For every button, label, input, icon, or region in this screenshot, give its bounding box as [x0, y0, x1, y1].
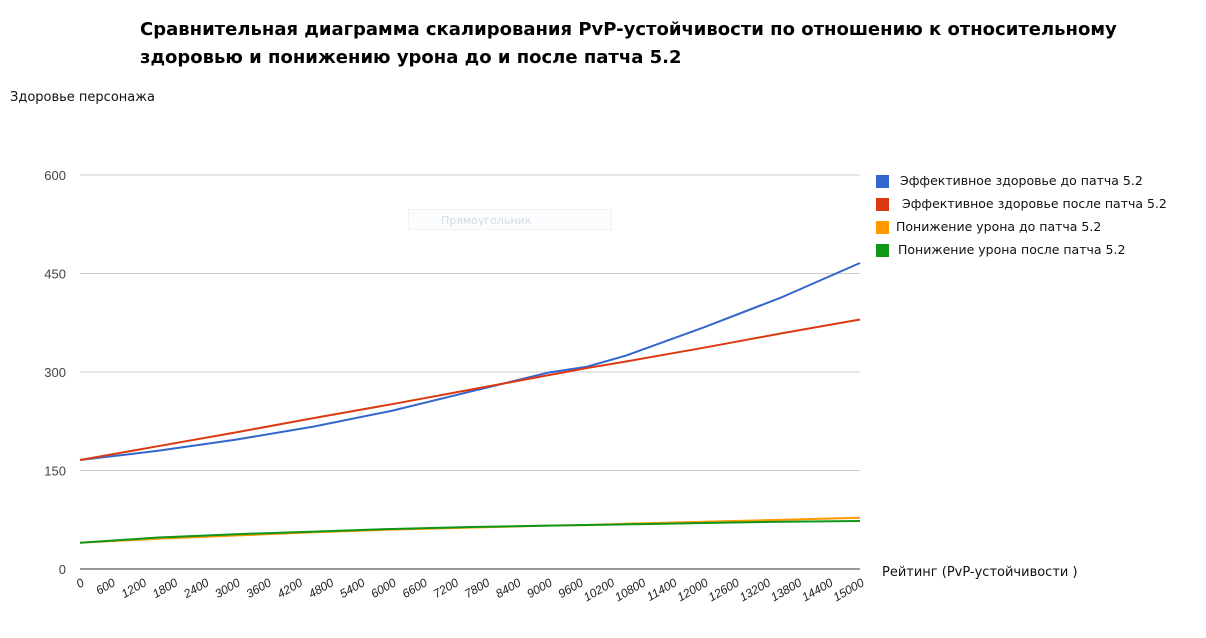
y-axis-label: Здоровье персонажа — [10, 90, 155, 105]
series-line-4 — [79, 520, 861, 544]
x-tick-label: 13200 — [737, 575, 773, 604]
y-tick-label: 0 — [59, 562, 66, 577]
legend-label-2: Эффективное здоровье после патча 5.2 — [902, 196, 1167, 211]
x-tick-label: 9600 — [556, 575, 586, 601]
legend-swatch-4 — [876, 244, 889, 257]
x-tick-label: 4200 — [275, 575, 305, 601]
y-tick-label: 150 — [44, 464, 66, 479]
x-tick-label: 5400 — [337, 575, 367, 601]
x-tick-label: 14400 — [799, 575, 835, 604]
x-tick-label: 9000 — [524, 575, 554, 601]
x-tick-label: 10200 — [581, 575, 617, 604]
x-tick-label: 13800 — [768, 575, 804, 604]
series-lines — [79, 262, 861, 544]
x-tick-label: 1200 — [119, 575, 149, 601]
y-tick-labels: 0 150 300 450 600 — [44, 168, 66, 577]
x-tick-label: 12600 — [706, 575, 742, 604]
series-line-1 — [79, 262, 861, 461]
y-tick-label: 450 — [44, 267, 66, 282]
legend-label-4: Понижение урона после патча 5.2 — [898, 242, 1126, 257]
x-tick-label: 3600 — [244, 575, 274, 601]
x-axis-label: Рейтинг (PvP-устойчивости ) — [882, 565, 1078, 580]
x-tick-labels: 0 600 1200 1800 2400 3000 3600 4200 4800 5400 6000… — [74, 575, 867, 604]
shape-placeholder-annotation: Прямоугольник — [408, 209, 612, 230]
y-tick-label: 600 — [44, 168, 66, 183]
x-tick-label: 3000 — [212, 575, 242, 601]
legend-swatch-3 — [876, 221, 889, 234]
x-tick-label: 6000 — [368, 575, 398, 601]
x-tick-label: 1800 — [150, 575, 180, 601]
x-tick-label: 6600 — [400, 575, 430, 601]
x-tick-label: 600 — [93, 575, 118, 597]
legend-swatch-1 — [876, 175, 889, 188]
x-tick-label: 2400 — [180, 575, 211, 601]
chart-title: Сравнительная диаграмма скалирования PvP… — [140, 19, 1117, 68]
x-tick-label: 12000 — [675, 575, 711, 604]
y-tick-label: 300 — [44, 365, 66, 380]
x-tick-label: 8400 — [493, 575, 523, 601]
x-tick-label: 10800 — [612, 575, 648, 604]
x-tick-label: 11400 — [644, 575, 679, 604]
legend-label-1: Эффективное здоровье до патча 5.2 — [900, 173, 1143, 188]
legend-label-3: Понижение урона до патча 5.2 — [896, 219, 1102, 234]
x-tick-label: 15000 — [831, 575, 867, 604]
x-tick-label: 0 — [74, 575, 87, 591]
x-tick-label: 4800 — [306, 575, 336, 601]
gridlines — [80, 174, 860, 570]
x-tick-label: 7800 — [462, 575, 492, 601]
x-tick-label: 7200 — [431, 575, 461, 601]
series-line-2 — [79, 318, 861, 461]
legend-swatch-2 — [876, 198, 889, 211]
